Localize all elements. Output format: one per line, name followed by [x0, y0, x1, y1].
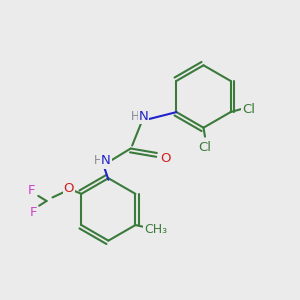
- Text: Cl: Cl: [242, 103, 255, 116]
- Text: H: H: [94, 154, 103, 167]
- Text: CH₃: CH₃: [144, 223, 167, 236]
- Text: F: F: [29, 206, 37, 219]
- Text: O: O: [64, 182, 74, 195]
- Text: N: N: [139, 110, 148, 123]
- Text: F: F: [28, 184, 35, 197]
- Text: N: N: [101, 154, 111, 167]
- Text: H: H: [131, 110, 140, 123]
- Text: O: O: [160, 152, 171, 164]
- Text: Cl: Cl: [199, 140, 212, 154]
